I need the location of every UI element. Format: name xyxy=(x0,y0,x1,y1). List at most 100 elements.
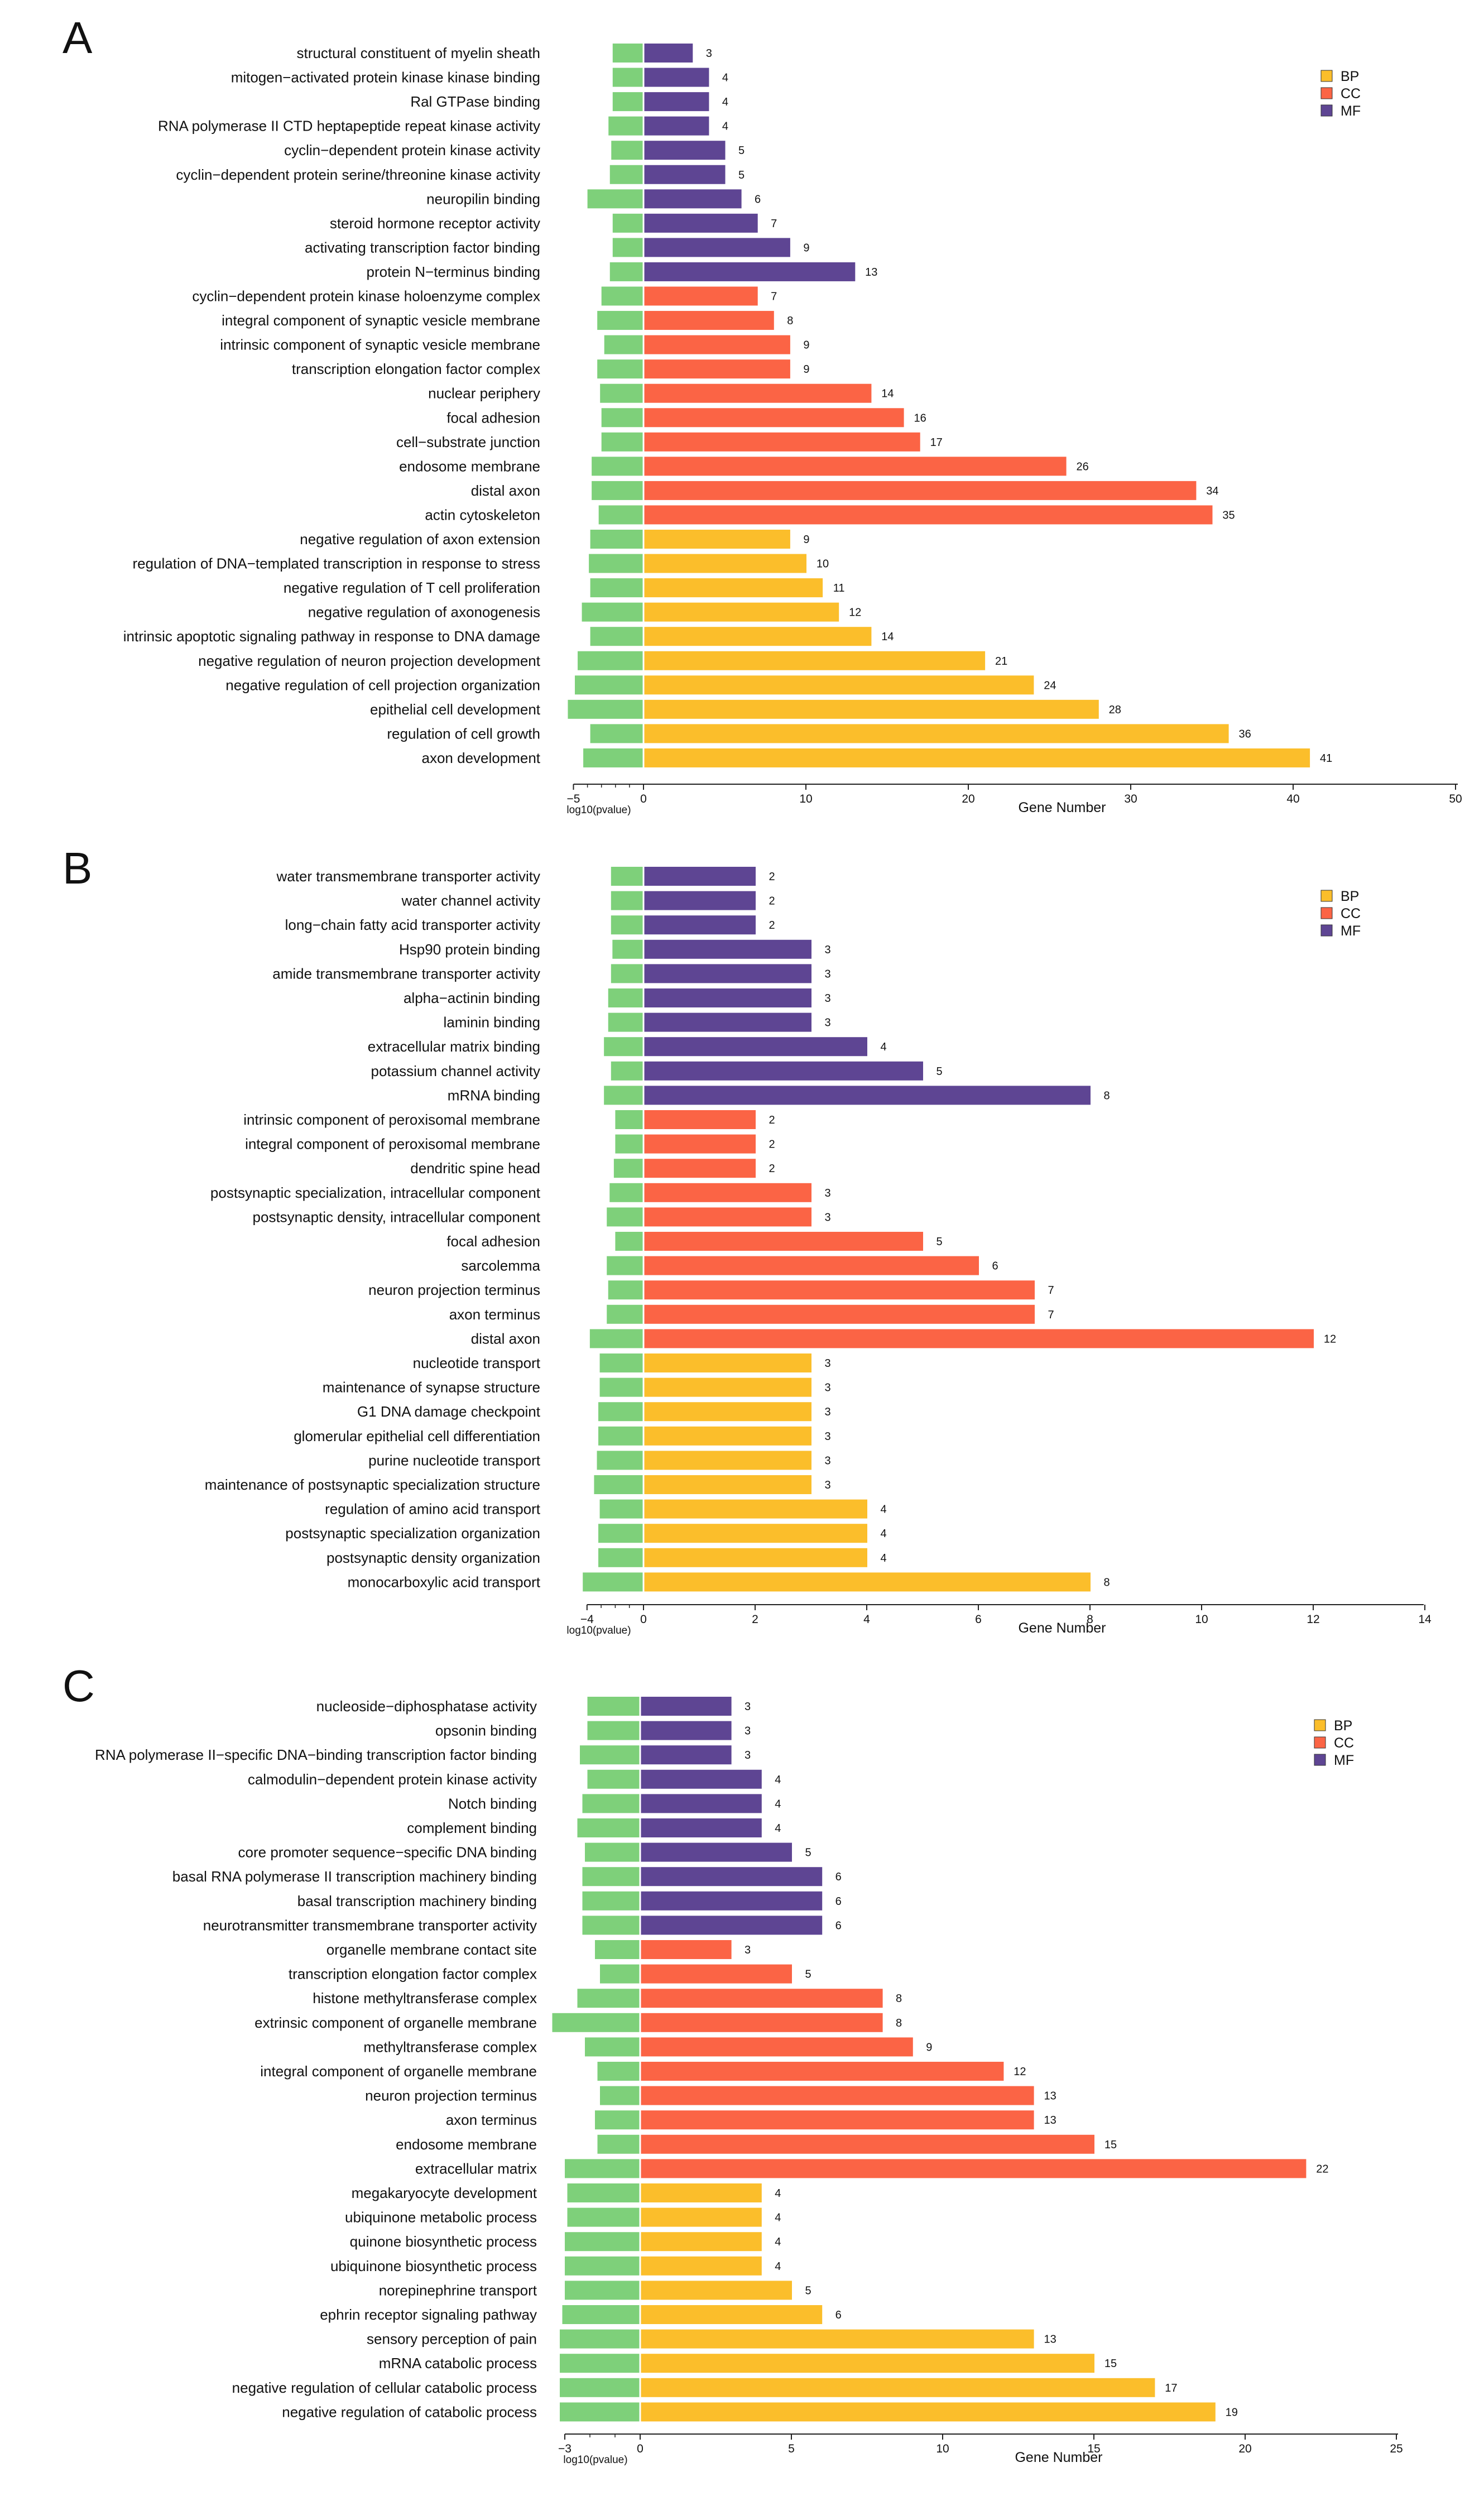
pvalue-bar xyxy=(598,1402,643,1422)
category-label: actin cytoskeleton xyxy=(425,506,540,523)
data-label: 36 xyxy=(1238,728,1251,740)
data-label: 7 xyxy=(1048,1309,1054,1321)
category-label: core promoter sequence−specific DNA bind… xyxy=(238,1844,537,1861)
gene-count-bar-mf xyxy=(644,867,756,886)
data-label: 12 xyxy=(1014,2066,1026,2078)
gene-count-bar-bp xyxy=(644,627,872,646)
gene-count-bar-mf xyxy=(644,165,726,184)
data-label: 17 xyxy=(1165,2382,1177,2394)
pvalue-bar xyxy=(585,2037,640,2057)
data-label: 2 xyxy=(769,1163,775,1175)
pvalue-bar xyxy=(598,1426,643,1446)
pvalue-axis-title: log10(pvalue) xyxy=(563,2454,627,2466)
legend-label-bp: BP xyxy=(1341,889,1359,904)
pvalue-bar xyxy=(597,1451,643,1470)
gene-count-bar-bp xyxy=(641,2402,1216,2422)
panel-letter: C xyxy=(63,1661,95,1711)
category-label: transcription elongation factor complex xyxy=(289,1966,537,1983)
data-label: 5 xyxy=(805,2284,811,2297)
gene-count-bar-mf xyxy=(644,68,709,87)
data-label: 6 xyxy=(835,1895,842,1908)
pvalue-bar xyxy=(600,383,643,403)
gene-count-bar-mf xyxy=(644,1061,923,1081)
data-label: 4 xyxy=(775,2260,781,2273)
category-label: ephrin receptor signaling pathway xyxy=(320,2306,537,2323)
data-label: 16 xyxy=(914,412,926,424)
category-label: integral component of peroxisomal membra… xyxy=(245,1136,540,1153)
pvalue-bar xyxy=(565,2256,640,2276)
pvalue-bar xyxy=(560,2329,640,2349)
gene-count-bar-mf xyxy=(644,964,811,983)
data-label: 8 xyxy=(896,2017,902,2029)
data-label: 4 xyxy=(775,2236,781,2248)
data-label: 4 xyxy=(722,72,728,84)
data-label: 19 xyxy=(1226,2406,1238,2418)
category-label: postsynaptic density, intracellular comp… xyxy=(253,1208,541,1225)
category-label: activating transcription factor binding xyxy=(305,239,540,256)
gene-count-bar-cc xyxy=(641,2037,913,2057)
gene-count-bar-mf xyxy=(644,988,811,1007)
gene-count-bar-cc xyxy=(644,1134,756,1154)
legend-label-mf: MF xyxy=(1341,923,1361,939)
pvalue-bar xyxy=(604,1086,643,1105)
pvalue-bar xyxy=(601,432,643,452)
category-label: negative regulation of axon extension xyxy=(300,531,540,548)
pvalue-bar xyxy=(600,2086,640,2105)
data-label: 4 xyxy=(880,1504,886,1516)
x-tick-label: 10 xyxy=(936,2442,949,2455)
pvalue-bar xyxy=(583,748,643,767)
category-label: distal axon xyxy=(471,482,540,499)
pvalue-bar xyxy=(612,213,643,233)
data-label: 13 xyxy=(1044,2090,1056,2103)
x-tick-label: 10 xyxy=(1195,1613,1208,1626)
category-label: endosome membrane xyxy=(396,2136,537,2153)
gene-count-bar-mf xyxy=(641,1721,732,1740)
data-label: 3 xyxy=(745,1701,751,1713)
gene-count-bar-mf xyxy=(644,891,756,910)
data-label: 14 xyxy=(881,388,894,400)
pvalue-bar xyxy=(608,116,643,136)
gene-count-bar-cc xyxy=(644,1110,756,1129)
gene-count-bar-cc xyxy=(644,1304,1035,1324)
legend-swatch-cc xyxy=(1320,907,1333,919)
category-label: mRNA binding xyxy=(448,1087,540,1103)
gene-count-bar-mf xyxy=(641,1916,823,1935)
category-label: steroid hormone receptor activity xyxy=(330,215,540,232)
data-label: 9 xyxy=(803,339,809,352)
gene-count-bar-bp xyxy=(644,651,986,670)
pvalue-bar xyxy=(562,2305,640,2324)
data-label: 4 xyxy=(775,2212,781,2224)
data-label: 3 xyxy=(824,1357,830,1370)
gene-count-bar-bp xyxy=(644,530,790,549)
data-label: 3 xyxy=(824,968,830,980)
category-label: intrinsic apoptotic signaling pathway in… xyxy=(123,628,540,645)
gene-count-bar-mf xyxy=(641,1867,823,1887)
pvalue-bar xyxy=(590,578,643,598)
data-label: 4 xyxy=(722,96,728,108)
gene-count-bar-cc xyxy=(644,335,790,354)
category-label: epithelial cell development xyxy=(370,701,541,718)
data-label: 5 xyxy=(805,1847,811,1859)
category-label: focal adhesion xyxy=(446,409,540,426)
pvalue-bar xyxy=(565,2281,640,2300)
gene-count-bar-bp xyxy=(641,2281,792,2300)
pvalue-bar xyxy=(589,1329,643,1348)
gene-count-bar-bp xyxy=(644,602,839,622)
x-tick-label: 50 xyxy=(1449,793,1462,805)
pvalue-bar xyxy=(608,1280,643,1300)
data-label: 5 xyxy=(805,1969,811,1981)
category-label: negative regulation of T cell proliferat… xyxy=(284,579,540,596)
data-label: 7 xyxy=(771,291,777,303)
category-label: ubiquinone metabolic process xyxy=(345,2209,537,2226)
pvalue-bar xyxy=(607,1256,643,1275)
pvalue-bar xyxy=(611,964,643,983)
pvalue-bar xyxy=(611,867,643,886)
gene-count-bar-mf xyxy=(641,1697,732,1716)
data-label: 35 xyxy=(1222,509,1235,521)
category-label: G1 DNA damage checkpoint xyxy=(357,1403,541,1420)
data-label: 8 xyxy=(1103,1576,1110,1588)
data-label: 2 xyxy=(769,919,775,932)
x-tick-label: 30 xyxy=(1124,793,1137,805)
